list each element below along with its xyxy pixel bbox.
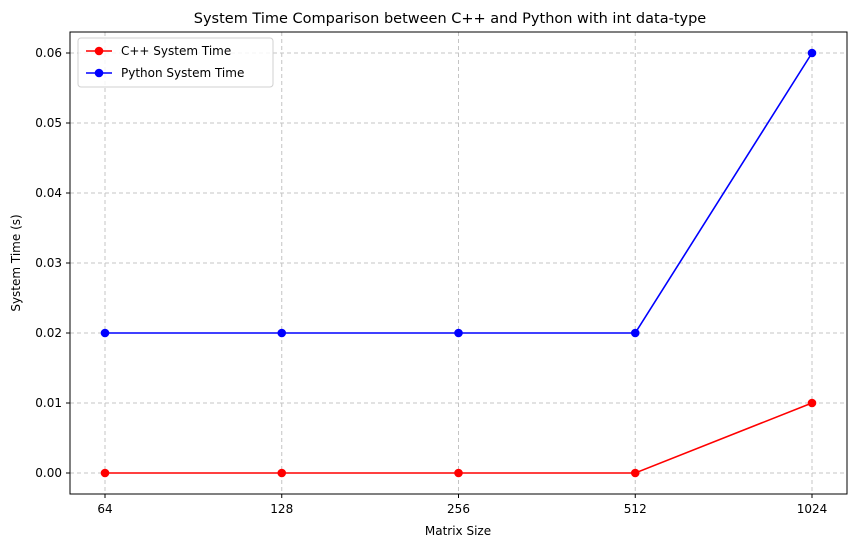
data-point xyxy=(277,468,287,478)
y-tick-label: 0.04 xyxy=(35,186,62,200)
y-axis-label: System Time (s) xyxy=(9,214,23,311)
legend-marker xyxy=(94,46,104,56)
data-point xyxy=(100,468,110,478)
data-point xyxy=(807,48,817,58)
series-1 xyxy=(100,48,817,338)
y-tick-label: 0.01 xyxy=(35,396,62,410)
x-tick-label: 64 xyxy=(97,502,112,516)
data-point xyxy=(454,328,463,338)
chart-title: System Time Comparison between C++ and P… xyxy=(194,11,707,27)
y-tick-label: 0.02 xyxy=(35,326,62,340)
axis-ticks: 64 128 256 512 1024 0.00 0.01 0.02 0.03 0.04 0.05 0… xyxy=(35,46,827,516)
x-tick-label: 256 xyxy=(447,502,470,516)
legend-label: C++ System Time xyxy=(121,44,231,58)
x-axis-label: Matrix Size xyxy=(425,524,491,538)
y-tick-label: 0.03 xyxy=(35,256,62,270)
series-0 xyxy=(100,398,817,478)
data-point xyxy=(454,468,463,478)
y-tick-label: 0.05 xyxy=(35,116,62,130)
series-group xyxy=(100,48,817,478)
data-point xyxy=(100,328,110,338)
x-tick-label: 512 xyxy=(624,502,647,516)
x-tick-label: 128 xyxy=(270,502,293,516)
legend-marker xyxy=(94,68,104,78)
legend-label: Python System Time xyxy=(121,66,244,80)
data-point xyxy=(807,398,817,408)
legend: C++ System Time Python System Time xyxy=(77,37,274,88)
data-point xyxy=(630,328,640,338)
y-tick-label: 0.00 xyxy=(35,466,62,480)
data-point xyxy=(277,328,287,338)
y-tick-label: 0.06 xyxy=(35,46,62,60)
x-tick-label: 1024 xyxy=(797,502,828,516)
legend-box xyxy=(77,37,274,88)
data-point xyxy=(630,468,640,478)
